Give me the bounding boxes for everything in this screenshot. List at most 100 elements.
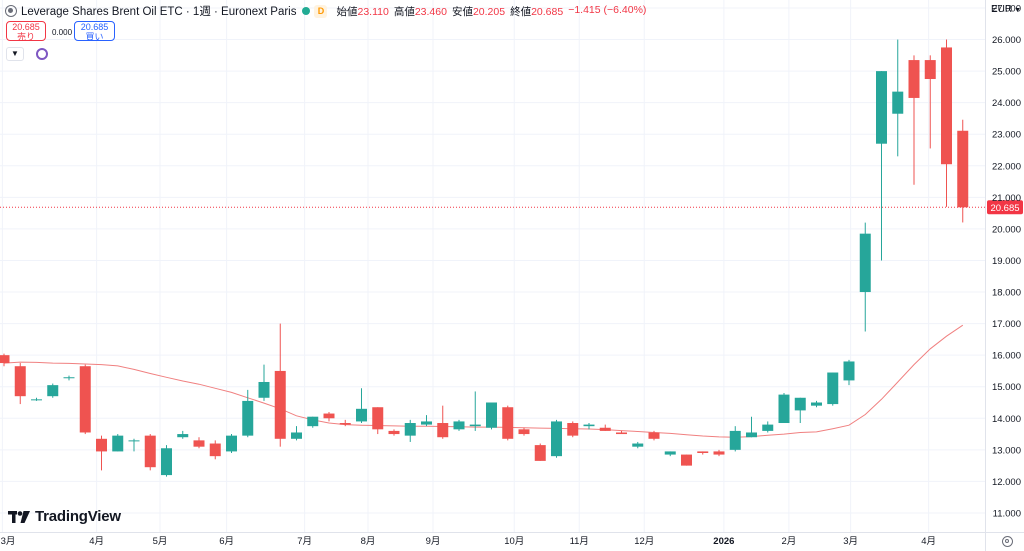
x-tick-label: 3月	[843, 536, 858, 547]
candle-body	[843, 361, 855, 381]
candle-down	[908, 55, 920, 185]
candles-layer[interactable]	[0, 39, 969, 477]
candle-up	[551, 419, 562, 458]
candle-up	[161, 445, 172, 477]
currency-button[interactable]: EUR ▼	[991, 4, 1021, 15]
candle-down	[388, 429, 400, 436]
candle-down	[713, 449, 725, 457]
candle-body	[876, 71, 887, 144]
candle-body	[551, 421, 562, 457]
candle-body	[599, 427, 611, 431]
y-tick-label: 22.000	[992, 161, 1021, 172]
symbol-title[interactable]: Leverage Shares Brent Oil ETC · 1週 · Eur…	[21, 6, 297, 18]
sell-label: 売り	[16, 31, 35, 42]
candle-down	[193, 437, 205, 449]
candle-up	[356, 388, 367, 424]
buy-button[interactable]: 20.685 買い	[74, 21, 115, 41]
candle-body	[112, 435, 124, 452]
x-tick-label: 7月	[297, 536, 312, 547]
candle-down	[437, 405, 449, 439]
ohlc-close-value: 20.685	[531, 5, 564, 18]
candle-down	[0, 353, 10, 367]
y-tick-label: 27.000	[992, 4, 1021, 15]
y-tick-label: 16.000	[992, 351, 1021, 362]
sell-button[interactable]: 20.685 売り	[6, 21, 46, 41]
time-axis[interactable]: 3月 4月 5月 6月 7月 8月 9月 10月 11月 12月 2026 2月 3月 4月	[0, 532, 1024, 548]
candle-down	[534, 443, 546, 461]
last-price-label: 20.685	[990, 203, 1019, 214]
candle-up	[632, 441, 644, 449]
candle-up	[47, 383, 59, 398]
x-tick-label: 9月	[426, 536, 441, 547]
ohlc-values: 始値23.110 高値23.460 安値20.205 終値20.685 −1.4…	[336, 4, 646, 19]
candle-body	[616, 432, 627, 435]
candle-down	[274, 323, 286, 447]
candle-body	[323, 413, 335, 419]
candle-body	[388, 430, 400, 435]
candle-body	[859, 233, 871, 293]
candle-body	[681, 454, 692, 466]
ohlc-high-label: 高値	[393, 5, 415, 18]
candle-down	[323, 411, 335, 422]
candle-body	[502, 407, 514, 439]
candle-up	[112, 434, 124, 452]
candle-down	[697, 451, 709, 455]
delay-badge[interactable]: D	[314, 4, 328, 18]
y-tick-label: 13.000	[992, 445, 1021, 456]
symbol-icon[interactable]	[5, 5, 17, 17]
candle-up	[177, 430, 189, 439]
candle-body	[534, 445, 546, 461]
candle-body	[924, 60, 936, 80]
y-tick-label: 18.000	[992, 288, 1021, 299]
x-tick-label: 2月	[781, 536, 796, 547]
candle-up	[664, 451, 676, 457]
buy-price: 20.685	[80, 22, 109, 32]
candle-body	[713, 451, 725, 455]
price-axis[interactable]: 11.000 12.000 13.000 14.000 15.000 16.000 17.0…	[985, 0, 1022, 551]
candle-body	[209, 443, 221, 457]
tradingview-logo[interactable]: TradingView	[8, 508, 121, 525]
candle-up	[583, 423, 595, 430]
candle-body	[421, 421, 432, 425]
candle-up	[453, 419, 465, 431]
candle-body	[583, 424, 595, 427]
candle-body	[664, 451, 676, 455]
sync-icon[interactable]	[36, 48, 48, 60]
candle-up	[762, 421, 774, 433]
candle-up	[794, 397, 806, 424]
candle-down	[209, 440, 221, 460]
candle-down	[681, 454, 692, 466]
y-tick-label: 20.000	[992, 224, 1021, 235]
candle-down	[96, 435, 107, 471]
y-tick-label: 17.000	[992, 319, 1021, 330]
tradingview-logo-text: TradingView	[35, 508, 121, 525]
moving-average-line	[3, 324, 964, 438]
x-tick-label: 8月	[361, 536, 376, 547]
ohlc-close: 終値20.685	[510, 4, 563, 19]
candle-body	[291, 432, 302, 439]
collapse-legend-button[interactable]: ▼	[6, 47, 24, 61]
candle-body	[177, 434, 189, 438]
candle-body	[242, 400, 254, 436]
candle-body	[258, 381, 270, 398]
candle-down	[567, 421, 579, 438]
gear-icon[interactable]	[1002, 536, 1013, 547]
symbol-header: Leverage Shares Brent Oil ETC · 1週 · Eur…	[5, 2, 646, 20]
candle-body	[193, 440, 205, 447]
candle-body	[307, 416, 319, 427]
candle-body	[908, 60, 920, 98]
candle-down	[502, 405, 514, 441]
candle-body	[96, 438, 107, 452]
y-tick-label: 21.000	[992, 193, 1021, 204]
x-tick-label: 4月	[921, 536, 936, 547]
candle-body	[632, 443, 644, 447]
candle-down	[957, 119, 969, 223]
candle-body	[778, 394, 790, 424]
sell-price: 20.685	[12, 22, 40, 32]
ohlc-close-label: 終値	[510, 5, 532, 18]
market-status-dot[interactable]	[302, 7, 311, 15]
candle-up	[421, 415, 432, 427]
candle-body	[339, 423, 351, 425]
y-tick-label: 26.000	[992, 35, 1021, 46]
